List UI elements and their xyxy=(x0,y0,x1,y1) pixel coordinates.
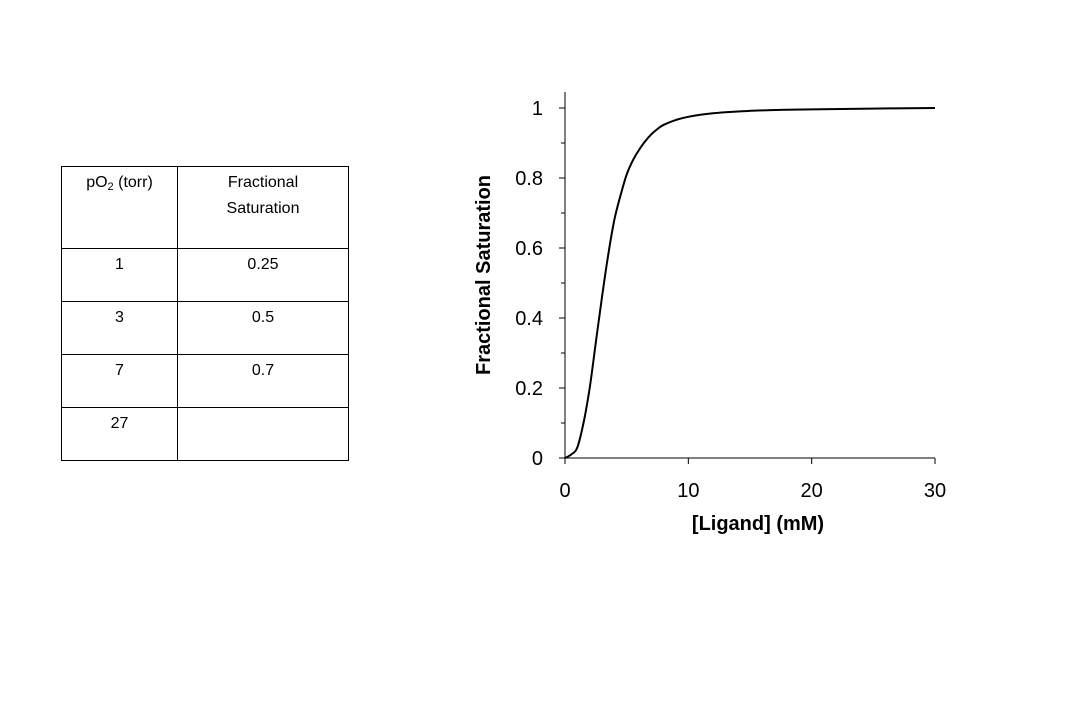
table-row: 3 0.5 xyxy=(61,301,349,355)
header-saturation-line1: Fractional xyxy=(227,174,299,191)
y-tick-label: 0 xyxy=(532,448,543,470)
x-tick-label: 30 xyxy=(924,480,946,502)
y-tick-label: 0.2 xyxy=(515,378,543,400)
cell-saturation: 0.5 xyxy=(177,301,349,355)
table-header-row: pO2 (torr) Fractional Saturation xyxy=(61,166,349,249)
header-saturation-line2: Saturation xyxy=(226,200,300,217)
header-saturation: Fractional Saturation xyxy=(177,166,349,249)
y-tick-label: 1 xyxy=(532,98,543,120)
cell-saturation: 0.7 xyxy=(177,354,349,408)
cell-po2: 3 xyxy=(61,301,178,355)
header-po2-unit: (torr) xyxy=(113,174,153,191)
data-table: pO2 (torr) Fractional Saturation 1 0.25 3… xyxy=(61,166,349,461)
x-axis-title: [Ligand] (mM) xyxy=(692,513,824,535)
saturation-curve xyxy=(564,107,936,459)
x-tick-label: 0 xyxy=(559,480,570,502)
cell-po2: 27 xyxy=(61,407,178,461)
table-row: 27 xyxy=(61,407,349,461)
table-row: 1 0.25 xyxy=(61,248,349,302)
x-tick-label: 10 xyxy=(677,480,699,502)
y-tick-label: 0.8 xyxy=(515,168,543,190)
header-po2-subscript: 2 xyxy=(107,181,114,193)
y-tick-label: 0.4 xyxy=(515,308,543,330)
cell-saturation xyxy=(177,407,349,461)
header-po2-main: pO xyxy=(86,174,108,191)
header-po2: pO2 (torr) xyxy=(61,166,178,249)
y-tick-label: 0.6 xyxy=(515,238,543,260)
x-tick-label: 20 xyxy=(801,480,823,502)
y-axis-title: Fractional Saturation xyxy=(473,175,495,375)
